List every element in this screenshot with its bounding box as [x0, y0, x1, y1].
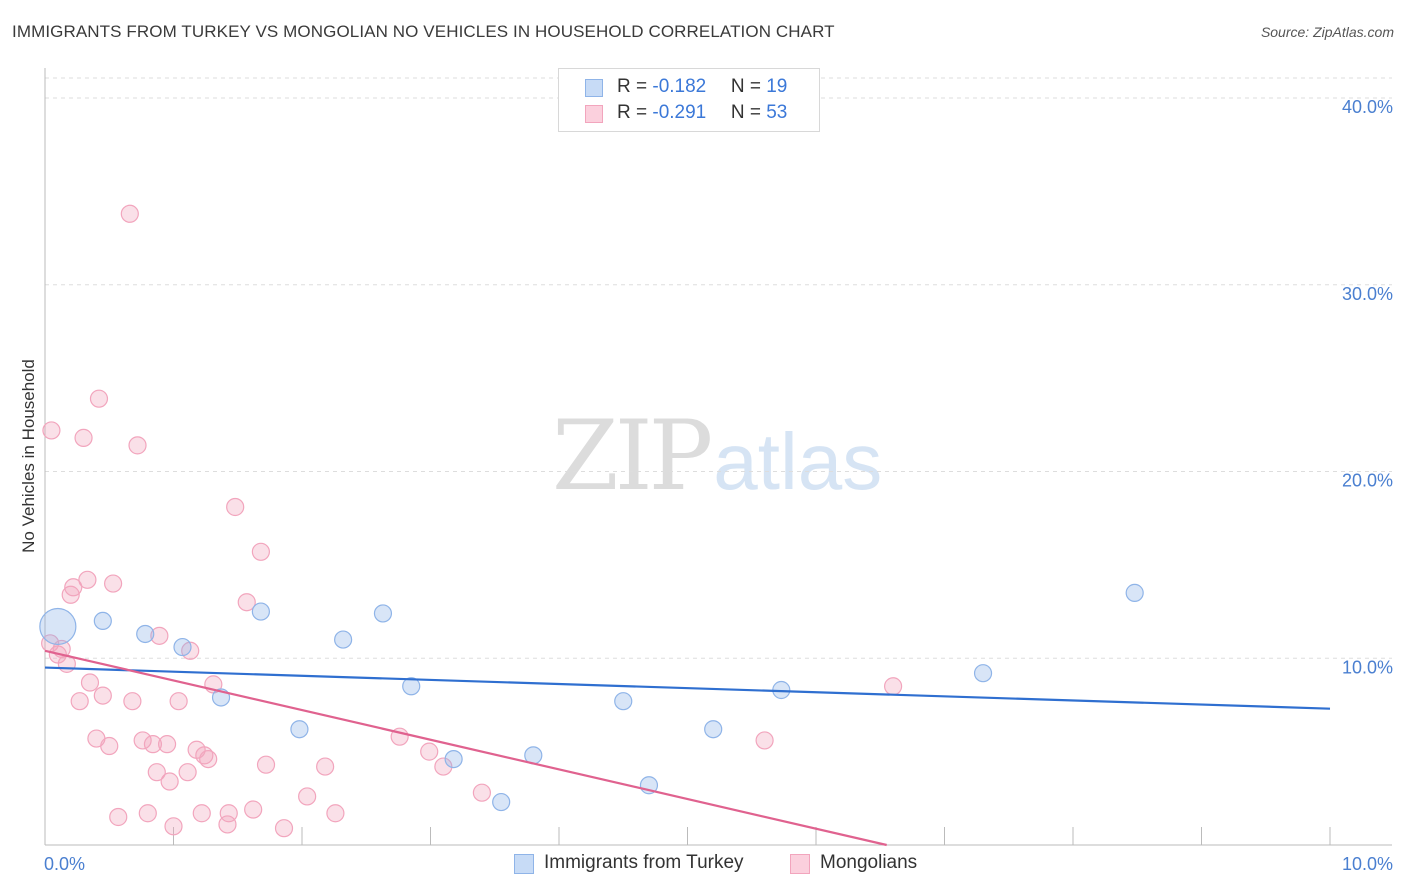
turkey-points [39, 583, 1144, 812]
turkey-trend-line [44, 666, 1331, 710]
n-label: N = [730, 102, 767, 123]
n-value: 53 [766, 102, 788, 123]
turkey-point [614, 692, 633, 711]
mongolians-point [169, 692, 188, 711]
y-tick-label: 40.0% [1342, 97, 1393, 117]
mongolians-point [883, 677, 903, 696]
legend-row-turkey-text: R = -0.182 N = 19 [617, 76, 787, 98]
y-tick-label: 30.0% [1342, 284, 1393, 304]
turkey-point [492, 792, 511, 812]
watermark: ZIPatlas [552, 400, 882, 512]
n-value: 19 [766, 76, 788, 97]
mongolians-point [93, 686, 112, 705]
r-value: -0.291 [652, 102, 707, 123]
mongolians-point [89, 389, 109, 408]
mongolians-point [74, 428, 93, 447]
turkey-point [402, 677, 421, 696]
turkey-point [334, 630, 353, 649]
turkey-point [251, 602, 270, 621]
mongolians-point [128, 436, 147, 455]
legend-label-turkey: Immigrants from Turkey [544, 852, 744, 873]
r-value: -0.182 [652, 76, 707, 97]
mongolians-point [434, 757, 453, 776]
mongolians-point [133, 731, 152, 750]
mongolians-trend-line [44, 649, 887, 847]
n-label: N = [730, 76, 767, 97]
mongolians-point [138, 804, 157, 823]
mongolians-point [199, 749, 218, 769]
turkey-point-large [39, 607, 77, 646]
mongolians-point [251, 542, 270, 561]
gridlines [45, 77, 1392, 659]
mongolians-point [755, 731, 774, 750]
turkey-point [93, 611, 112, 631]
turkey-point [373, 604, 393, 623]
mongolians-point [100, 736, 119, 756]
turkey-point [973, 664, 993, 683]
y-tick-label: 20.0% [1342, 471, 1393, 491]
y-tick-label: 10.0% [1342, 657, 1393, 677]
trend-lines [44, 649, 1331, 847]
r-label: R = [617, 102, 653, 123]
x-tick-label: 10.0% [1342, 854, 1393, 874]
mongolians-point [256, 755, 276, 774]
mongolians-point [226, 497, 245, 517]
mongolians-point [244, 800, 263, 819]
tick-labels: 10.0% 20.0% 30.0% 40.0% 0.0% 10.0% [44, 97, 1393, 874]
turkey-point [444, 749, 463, 769]
mongolians-point [237, 593, 256, 612]
mongolians-points [41, 204, 903, 838]
mongolians-point [109, 807, 128, 827]
mongolians-point [80, 673, 100, 692]
mongolians-point [157, 735, 177, 754]
mongolians-point [64, 578, 83, 597]
mongolians-point [420, 742, 439, 761]
mongolians-point [70, 692, 89, 711]
axes [44, 68, 1392, 846]
turkey-point [290, 720, 309, 739]
mongolians-point [123, 692, 142, 711]
watermark-zip: ZIP [552, 400, 713, 512]
mongolians-point [326, 804, 345, 823]
watermark-atlas: atlas [713, 417, 883, 506]
y-axis-label: No Vehicles in Household [19, 359, 38, 553]
mongolians-swatch [585, 105, 603, 123]
mongolians-point [178, 763, 197, 782]
mongolians-point [192, 804, 211, 823]
mongolians-swatch [790, 854, 810, 874]
turkey-swatch [514, 854, 534, 874]
mongolians-point [147, 763, 166, 782]
mongolians-point [160, 772, 179, 791]
turkey-point [1125, 583, 1144, 602]
x-tick-label: 0.0% [44, 854, 85, 874]
mongolians-point [61, 585, 80, 604]
correlation-legend: R = -0.182 N = 19 R = -0.291 N = 53 [558, 68, 820, 132]
turkey-point [704, 720, 723, 739]
turkey-swatch [585, 79, 603, 97]
mongolians-point [274, 819, 294, 838]
chart-title: IMMIGRANTS FROM TURKEY VS MONGOLIAN NO V… [12, 22, 835, 41]
mongolians-point [164, 817, 183, 836]
mongolians-point [316, 757, 335, 776]
r-label: R = [617, 76, 653, 97]
legend-row-mongolians-text: R = -0.291 N = 53 [617, 102, 787, 124]
mongolians-point [298, 787, 317, 806]
source-label: Source: ZipAtlas.com [1260, 24, 1394, 40]
mongolians-point [150, 626, 169, 645]
mongolians-point [104, 574, 123, 593]
mongolians-point [143, 735, 163, 754]
mongolians-point [42, 421, 61, 440]
legend-label-mongolians: Mongolians [820, 852, 918, 873]
mongolians-point [120, 204, 139, 223]
turkey-point [136, 624, 155, 644]
mongolians-point [218, 815, 237, 834]
turkey-point [173, 637, 192, 657]
mongolians-point [472, 783, 491, 802]
mongolians-point [78, 570, 97, 589]
